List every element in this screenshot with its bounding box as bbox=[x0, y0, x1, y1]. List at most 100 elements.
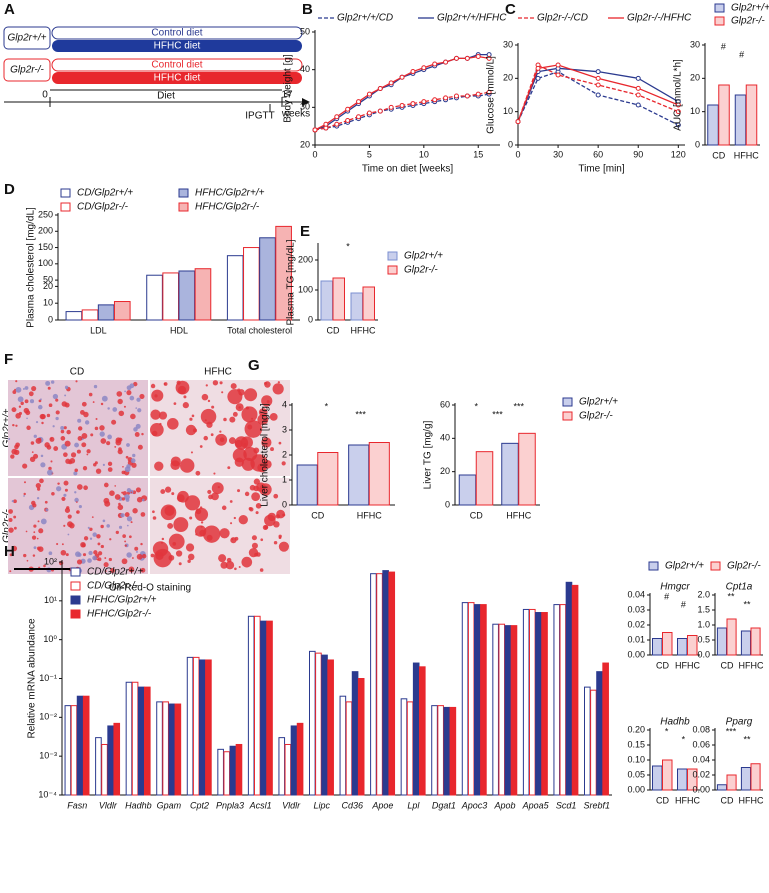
lipid-droplet bbox=[199, 506, 203, 509]
lipid-droplet bbox=[189, 417, 193, 421]
y-tick-label: 0.15 bbox=[627, 739, 645, 749]
lipid-droplet bbox=[264, 514, 276, 527]
y-tick-label: 200 bbox=[38, 226, 53, 236]
significance: # bbox=[721, 41, 726, 51]
diet: HFHC diet bbox=[154, 73, 201, 84]
bar bbox=[571, 584, 579, 796]
lipid-droplet bbox=[89, 537, 93, 540]
legend-swatch bbox=[714, 16, 725, 26]
point bbox=[486, 55, 492, 61]
time-end: 17 bbox=[281, 90, 293, 101]
y-tick-label: 0 bbox=[508, 139, 513, 149]
bar bbox=[70, 705, 78, 796]
lipid-droplet bbox=[126, 443, 130, 447]
point bbox=[377, 86, 383, 91]
panel: 0 10 20 30 AUC [mmol/L*h] CD HFHC # # Glp2r+/+ Glp… bbox=[673, 3, 769, 161]
x-tick-label: Srebf1 bbox=[583, 800, 610, 810]
panel: 0.00 0.01 0.02 0.03 0.04 Hmgcr CD HFHC # # Glp2r+/… bbox=[627, 561, 761, 671]
y-tick-label: 10⁻² bbox=[39, 712, 57, 722]
lipid-droplet bbox=[101, 395, 108, 402]
lipid-droplet bbox=[32, 554, 36, 557]
bar bbox=[95, 737, 102, 796]
lipid-droplet bbox=[118, 525, 123, 529]
legend-swatch bbox=[178, 188, 189, 198]
y-tick-label: 10⁻³ bbox=[39, 751, 57, 761]
y-tick-label: 50 bbox=[43, 274, 53, 284]
legend-label: Glp2r+/+/HFHC bbox=[437, 13, 507, 24]
x-tick-label: CD bbox=[721, 660, 734, 670]
x-tick-label: Apoc3 bbox=[461, 800, 488, 810]
lipid-droplet bbox=[40, 518, 47, 525]
lipid-droplet bbox=[273, 540, 278, 545]
bar bbox=[317, 452, 339, 506]
x-tick-label: HFHC bbox=[739, 660, 764, 670]
lipid-droplet bbox=[240, 436, 253, 449]
lipid-droplet bbox=[262, 524, 268, 531]
lipid-droplet bbox=[83, 536, 89, 541]
lipid-droplet bbox=[33, 453, 39, 459]
lipid-droplet bbox=[273, 521, 280, 528]
lipid-droplet bbox=[104, 500, 111, 507]
lipid-droplet bbox=[203, 435, 209, 441]
point bbox=[635, 92, 641, 98]
lipid-droplet bbox=[104, 570, 107, 572]
lipid-droplet bbox=[106, 524, 110, 528]
y-axis-label: Glucose [mmol/L] bbox=[486, 56, 497, 134]
y-axis-label: Plasma TG [mg/dL] bbox=[286, 239, 297, 325]
y-tick-label: 20 bbox=[690, 73, 700, 83]
bar bbox=[137, 686, 145, 796]
lipid-droplet bbox=[107, 434, 112, 440]
legend-label: Glp2r-/- bbox=[404, 265, 438, 276]
lipid-droplet bbox=[164, 505, 175, 516]
x-tick-label: LDL bbox=[90, 325, 107, 335]
x-tick-label: 60 bbox=[593, 149, 603, 159]
lipid-droplet bbox=[251, 492, 261, 502]
schematic: A Glp2r+/+ Control diet HFHC diet Glp2r-… bbox=[3, 1, 310, 122]
bar bbox=[260, 620, 267, 796]
lipid-droplet bbox=[106, 441, 111, 446]
bar bbox=[259, 237, 276, 321]
lipid-droplet bbox=[278, 536, 282, 540]
lipid-droplet bbox=[124, 512, 130, 517]
lipid-droplet bbox=[56, 486, 62, 492]
bar bbox=[296, 722, 304, 796]
bar bbox=[107, 725, 114, 796]
lipid-droplet bbox=[185, 424, 197, 436]
bar bbox=[412, 662, 420, 796]
point bbox=[410, 101, 416, 107]
bar bbox=[348, 444, 370, 506]
y-tick-label: 30 bbox=[690, 39, 700, 49]
y-tick-label: 0.02 bbox=[692, 769, 710, 779]
lipid-droplet bbox=[130, 458, 136, 464]
lipid-droplet bbox=[234, 536, 239, 541]
lipid-droplet bbox=[70, 452, 77, 458]
lipid-droplet bbox=[11, 499, 14, 503]
lipid-droplet bbox=[12, 423, 15, 427]
x-tick-label: Hadhb bbox=[125, 800, 152, 810]
y-tick-label: 1.5 bbox=[697, 604, 710, 614]
lipid-droplet bbox=[46, 469, 53, 476]
bar bbox=[247, 615, 255, 796]
lipid-droplet bbox=[150, 553, 155, 558]
point bbox=[535, 65, 541, 71]
y-tick-label: 0.00 bbox=[627, 649, 645, 659]
legend-label: Glp2r+/+ bbox=[404, 251, 443, 262]
lipid-droplet bbox=[122, 534, 126, 538]
lipid-droplet bbox=[75, 380, 78, 383]
lipid-droplet bbox=[175, 550, 183, 557]
lipid-droplet bbox=[11, 407, 17, 413]
bar bbox=[125, 681, 133, 796]
bar bbox=[745, 84, 758, 146]
lipid-droplet bbox=[107, 467, 113, 472]
lipid-droplet bbox=[95, 417, 98, 420]
lipid-droplet bbox=[46, 413, 51, 418]
lipid-droplet bbox=[225, 560, 235, 570]
x-tick-label: HFHC bbox=[739, 795, 764, 805]
bar bbox=[501, 442, 519, 506]
lipid-droplet bbox=[205, 384, 208, 387]
lipid-droplet bbox=[52, 425, 55, 428]
y-tick-label: 0.00 bbox=[627, 784, 645, 794]
lipid-droplet bbox=[200, 408, 217, 425]
x-tick-label: Dgat1 bbox=[432, 800, 456, 810]
